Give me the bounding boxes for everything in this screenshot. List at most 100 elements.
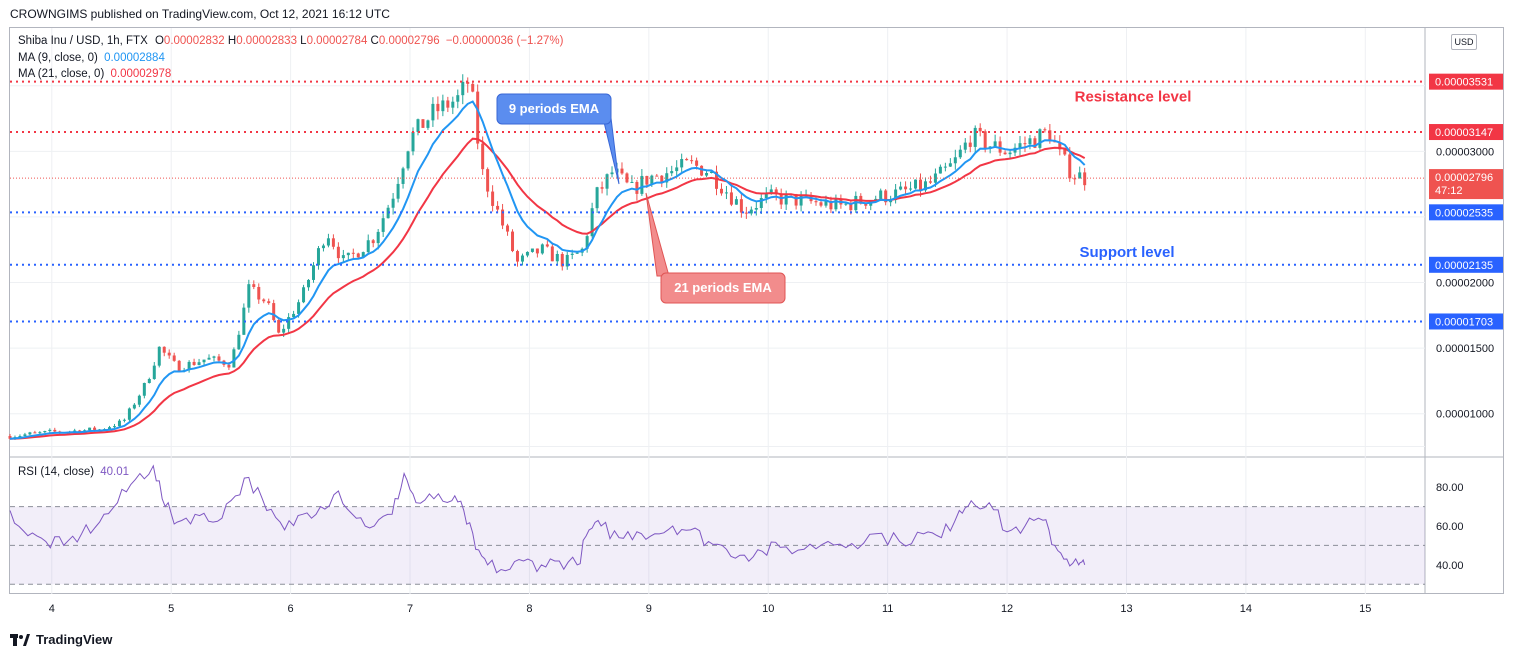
candle-body	[560, 253, 564, 267]
candle-body	[132, 404, 136, 409]
candle-body	[252, 284, 256, 287]
candle-body	[247, 284, 251, 308]
candle-body	[88, 427, 92, 431]
candle-body	[680, 159, 684, 168]
candle-body	[585, 236, 589, 249]
candle-body	[719, 188, 723, 194]
currency-button[interactable]: USD	[1451, 34, 1477, 50]
candle-body	[18, 436, 22, 438]
x-tick-label: 6	[288, 603, 294, 615]
candle-body	[361, 252, 365, 258]
open-label: O	[154, 35, 164, 47]
candle-body	[983, 131, 987, 149]
ma9-value: 0.00002884	[104, 52, 165, 64]
candle-body	[207, 357, 211, 360]
candle-body	[909, 188, 913, 190]
candle-body	[441, 100, 445, 112]
candle-body	[73, 430, 77, 432]
level-price-tag	[1429, 124, 1503, 141]
candle-body	[764, 192, 768, 199]
level-price-tag	[1429, 73, 1503, 90]
candle-body	[530, 248, 534, 252]
candle-body	[456, 95, 460, 102]
candle-body	[655, 175, 659, 177]
candle-body	[232, 349, 236, 368]
y-tick-label: 0.00002000	[1436, 278, 1494, 290]
x-tick-label: 12	[1001, 603, 1013, 615]
ema21-line	[9, 137, 1086, 440]
candle-body	[734, 199, 738, 205]
candle-body	[23, 434, 27, 437]
candle-body	[38, 432, 42, 434]
candle-body	[297, 302, 301, 314]
candle-body	[844, 203, 848, 205]
candle-body	[963, 142, 967, 150]
candle-body	[710, 171, 714, 174]
candle-body	[162, 346, 166, 353]
low-value: 0.00002784	[306, 35, 368, 47]
ema21-callout-text: 21 periods EMA	[674, 280, 772, 295]
candle-body	[570, 253, 574, 255]
candle-body	[137, 395, 141, 405]
candle-body	[665, 173, 669, 183]
candle-body	[749, 209, 753, 214]
candle-body	[267, 301, 271, 304]
candle-body	[968, 142, 972, 147]
candle-body	[326, 238, 330, 246]
candle-body	[292, 313, 296, 318]
candle-body	[147, 379, 151, 383]
candle-body	[466, 81, 470, 84]
candle-body	[108, 427, 112, 430]
candle-body	[117, 420, 121, 427]
y-tick-label: 0.00003000	[1436, 146, 1494, 158]
candle-body	[411, 131, 415, 152]
candle-body	[819, 202, 823, 206]
candle-body	[690, 160, 694, 162]
candle-body	[351, 252, 355, 254]
candle-body	[192, 361, 196, 365]
candle-body	[1038, 129, 1042, 148]
candle-body	[142, 382, 146, 396]
level-price-tag-text: 0.00002535	[1435, 207, 1493, 219]
candle-body	[237, 334, 241, 350]
candle-body	[899, 186, 903, 190]
candle-body	[849, 203, 853, 211]
candle-body	[491, 191, 495, 206]
rsi-tick-label: 60.00	[1436, 521, 1464, 533]
level-price-tag	[1429, 256, 1503, 273]
candle-body	[670, 171, 674, 174]
symbol-legend: Shiba Inu / USD, 1h, FTX O0.00002832 H0.…	[18, 35, 563, 47]
candle-body	[277, 319, 281, 333]
candle-body	[525, 251, 529, 256]
candle-body	[1008, 152, 1012, 155]
candle-body	[605, 174, 609, 189]
candle-body	[779, 194, 783, 205]
candle-body	[406, 151, 410, 169]
candle-body	[555, 253, 559, 262]
candle-body	[257, 286, 261, 300]
candle-body	[794, 194, 798, 206]
candle-body	[426, 120, 430, 128]
footer-brand[interactable]: TradingView	[10, 632, 112, 647]
candle-body	[520, 255, 524, 262]
candlestick-series	[8, 74, 1087, 440]
candle-body	[43, 431, 47, 433]
candle-body	[242, 307, 246, 335]
candle-body	[366, 240, 370, 253]
candle-body	[451, 101, 455, 108]
candle-body	[769, 189, 773, 193]
candle-body	[724, 192, 728, 194]
level-price-tag	[1429, 204, 1503, 221]
candle-body	[262, 299, 266, 302]
candle-body	[904, 186, 908, 190]
candle-body	[700, 165, 704, 176]
candle-body	[127, 408, 131, 420]
candle-body	[1068, 154, 1072, 179]
candle-body	[28, 432, 32, 435]
candle-body	[993, 141, 997, 147]
candle-body	[371, 240, 375, 244]
x-tick-label: 4	[49, 603, 55, 615]
candle-body	[197, 362, 201, 365]
candle-body	[948, 163, 952, 167]
